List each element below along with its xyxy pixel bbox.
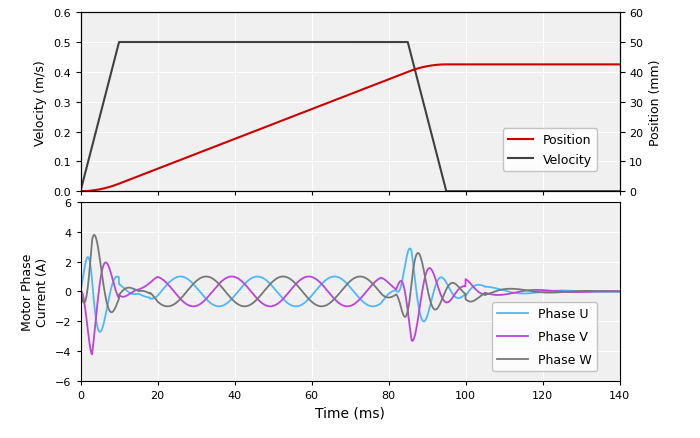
Phase U	[468, 285, 477, 290]
Phase U	[406, 246, 414, 251]
Phase V	[102, 260, 110, 265]
Legend: Phase U, Phase V, Phase W: Phase U, Phase V, Phase W	[492, 302, 597, 371]
Phase W	[303, 295, 312, 300]
Phase V	[332, 299, 341, 304]
Phase W	[401, 314, 410, 320]
X-axis label: Time (ms): Time (ms)	[315, 406, 385, 420]
Phase W	[90, 233, 99, 238]
Phase U	[303, 298, 312, 304]
Phase V	[599, 289, 608, 294]
Y-axis label: Position (mm): Position (mm)	[649, 59, 662, 145]
Phase V	[572, 290, 580, 295]
Phase V	[307, 275, 316, 280]
Phase W	[599, 289, 608, 294]
Phase U	[615, 289, 624, 294]
Y-axis label: Velocity (m/s): Velocity (m/s)	[34, 60, 48, 145]
Phase U	[572, 289, 580, 294]
Phase U	[332, 275, 341, 280]
Phase V	[615, 289, 624, 294]
Phase W	[307, 299, 316, 304]
Line: Phase V: Phase V	[80, 263, 620, 355]
Phase U	[599, 290, 608, 295]
Legend: Position, Velocity: Position, Velocity	[503, 129, 597, 171]
Line: Phase U: Phase U	[80, 249, 620, 332]
Phase V	[468, 283, 477, 289]
Phase W	[615, 290, 624, 295]
Phase U	[76, 289, 85, 294]
Phase V	[88, 352, 96, 357]
Phase V	[303, 274, 312, 279]
Y-axis label: Motor Phase
Current (A): Motor Phase Current (A)	[22, 253, 50, 330]
Phase W	[76, 289, 85, 294]
Phase W	[468, 299, 477, 304]
Phase U	[307, 293, 316, 299]
Phase V	[76, 289, 85, 294]
Line: Phase W: Phase W	[80, 235, 620, 317]
Phase U	[96, 329, 104, 335]
Phase W	[332, 294, 341, 299]
Phase W	[572, 289, 580, 294]
